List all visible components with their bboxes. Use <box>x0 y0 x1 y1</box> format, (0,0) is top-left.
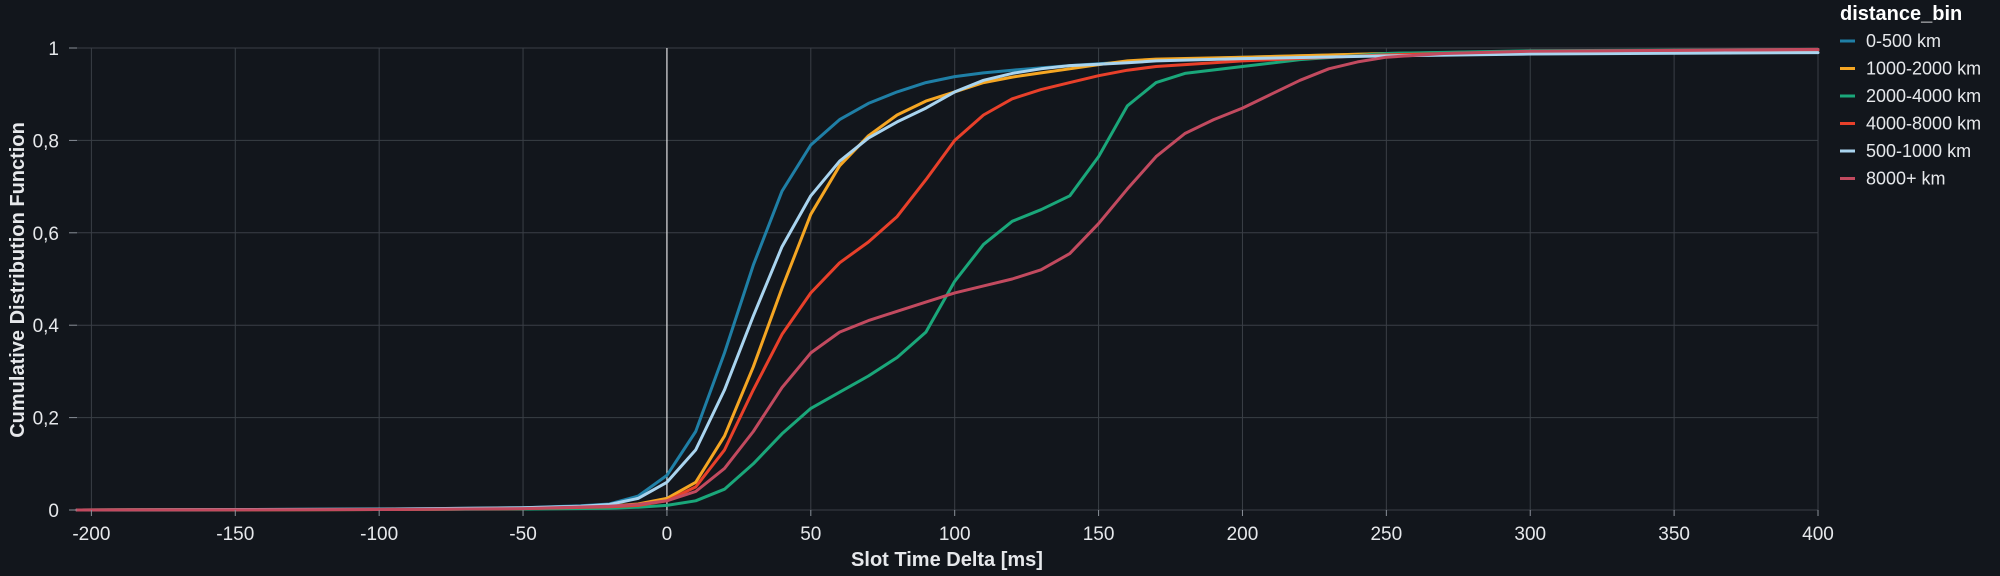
legend-item[interactable]: 2000-4000 km <box>1840 86 1981 106</box>
legend-item[interactable]: 0-500 km <box>1840 31 1941 51</box>
x-tick-label: -50 <box>509 524 536 545</box>
y-axis-title: Cumulative Distribution Function <box>7 122 29 438</box>
series-line-1000-2000-km <box>75 48 1820 512</box>
y-tick-label: 0,8 <box>33 131 59 152</box>
x-tick-label: 250 <box>1370 524 1402 545</box>
legend-label: 500-1000 km <box>1866 141 1971 161</box>
series-group <box>75 47 1820 512</box>
legend-label: 8000+ km <box>1866 169 1946 189</box>
grid <box>77 47 1819 511</box>
legend-title: distance_bin <box>1840 3 1962 25</box>
legend-item[interactable]: 500-1000 km <box>1840 141 1971 161</box>
x-tick-label: -200 <box>72 524 110 545</box>
y-tick-label: 1 <box>48 39 59 60</box>
x-tick-label: 100 <box>939 524 971 545</box>
legend-label: 0-500 km <box>1866 31 1941 51</box>
x-tick-label: 150 <box>1083 524 1115 545</box>
y-tick-label: 0,4 <box>33 316 60 337</box>
x-tick-label: -150 <box>216 524 254 545</box>
legend-items: 0-500 km 1000-2000 km 2000-4000 km 4000-800… <box>1840 31 1981 189</box>
x-tick-label: 300 <box>1514 524 1546 545</box>
x-axis-title: Slot Time Delta [ms] <box>851 549 1043 571</box>
legend-item[interactable]: 4000-8000 km <box>1840 114 1981 134</box>
x-tick-label: 0 <box>662 524 673 545</box>
series-line-8000-km <box>75 47 1820 512</box>
legend-item[interactable]: 1000-2000 km <box>1840 59 1981 79</box>
x-tick-label: 350 <box>1658 524 1690 545</box>
y-tick-label: 0,2 <box>33 409 59 430</box>
series-line-0-500-km <box>75 48 1820 512</box>
series-line-2000-4000-km <box>75 47 1820 512</box>
series-line-4000-8000-km <box>75 48 1820 512</box>
legend-label: 1000-2000 km <box>1866 59 1981 79</box>
legend-label: 2000-4000 km <box>1866 86 1981 106</box>
axes: -200 -150 -100 -50 0 50 100 150 200 250 300 350 400 0… <box>33 39 1834 545</box>
y-tick-label: 0,6 <box>33 224 59 245</box>
legend: distance_bin 0-500 km 1000-2000 km 2000-40… <box>1840 3 1981 189</box>
y-tick-label: 0 <box>48 501 59 522</box>
legend-item[interactable]: 8000+ km <box>1840 169 1946 189</box>
series-line-500-1000-km <box>75 51 1820 512</box>
x-tick-label: 400 <box>1802 524 1834 545</box>
x-tick-label: -100 <box>360 524 398 545</box>
x-tick-label: 50 <box>800 524 821 545</box>
x-tick-label: 200 <box>1227 524 1259 545</box>
legend-label: 4000-8000 km <box>1866 114 1981 134</box>
